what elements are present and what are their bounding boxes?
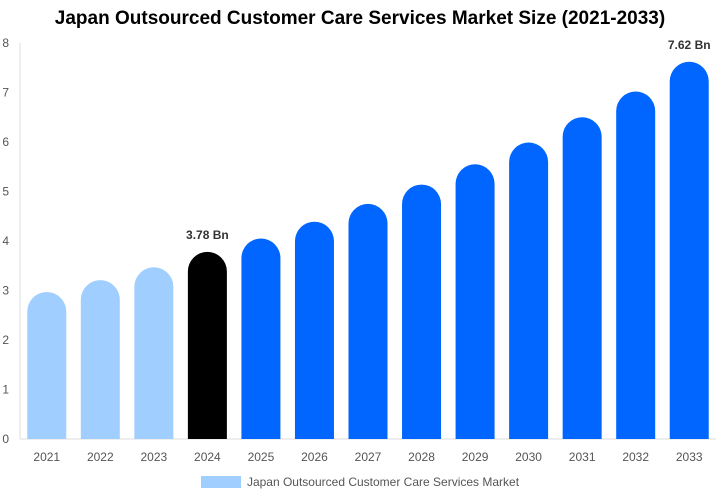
bar-2024 (187, 251, 227, 439)
x-tick-label: 2024 (194, 450, 221, 464)
bar-2022 (80, 280, 120, 439)
data-label-2024: 3.78 Bn (186, 228, 229, 242)
y-tick-label: 7 (2, 86, 9, 100)
bar-2033 (669, 61, 709, 439)
x-tick-label: 2022 (87, 450, 114, 464)
legend: Japan Outsourced Customer Care Services … (0, 475, 720, 489)
x-tick-label: 2029 (462, 450, 489, 464)
x-tick-label: 2033 (676, 450, 703, 464)
bar-2021 (27, 291, 67, 439)
x-tick-label: 2021 (33, 450, 60, 464)
bar-2032 (616, 91, 656, 439)
y-tick-label: 4 (2, 234, 9, 248)
bar-2028 (402, 184, 442, 439)
x-tick-label: 2028 (408, 450, 435, 464)
y-tick-label: 8 (2, 36, 9, 50)
legend-label: Japan Outsourced Customer Care Services … (246, 475, 520, 489)
bar-2026 (294, 221, 334, 439)
bar-2031 (562, 117, 602, 440)
x-tick-label: 2027 (355, 450, 382, 464)
y-tick-label: 6 (2, 135, 9, 149)
y-tick-label: 1 (2, 383, 9, 397)
y-tick-label: 2 (2, 333, 9, 347)
bar-2027 (348, 203, 388, 439)
x-tick-label: 2025 (248, 450, 275, 464)
x-tick-label: 2030 (515, 450, 542, 464)
x-tick-label: 2023 (140, 450, 167, 464)
chart-title: Japan Outsourced Customer Care Services … (54, 8, 666, 29)
x-tick-label: 2032 (622, 450, 649, 464)
bar-2029 (455, 164, 495, 439)
x-tick-label: 2031 (569, 450, 596, 464)
bar-2023 (134, 267, 174, 439)
bar-2030 (509, 142, 549, 440)
y-tick-label: 0 (2, 432, 9, 446)
y-tick-label: 5 (2, 185, 9, 199)
x-tick-label: 2026 (301, 450, 328, 464)
data-label-2033: 7.62 Bn (668, 38, 711, 52)
y-tick-label: 3 (2, 284, 9, 298)
bar-2025 (241, 238, 281, 439)
legend-swatch (200, 476, 241, 488)
